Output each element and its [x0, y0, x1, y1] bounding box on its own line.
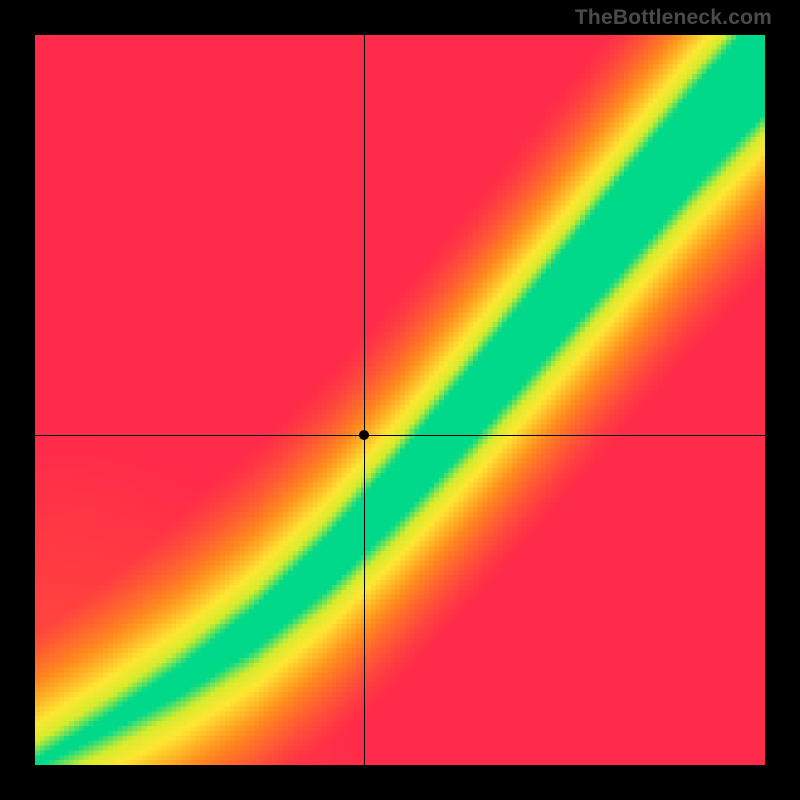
- crosshair-vertical: [364, 35, 365, 765]
- crosshair-marker: [359, 430, 369, 440]
- watermark-text: TheBottleneck.com: [575, 6, 772, 30]
- heatmap-plot: [35, 35, 765, 765]
- crosshair-horizontal: [35, 435, 765, 436]
- heatmap-canvas: [35, 35, 765, 765]
